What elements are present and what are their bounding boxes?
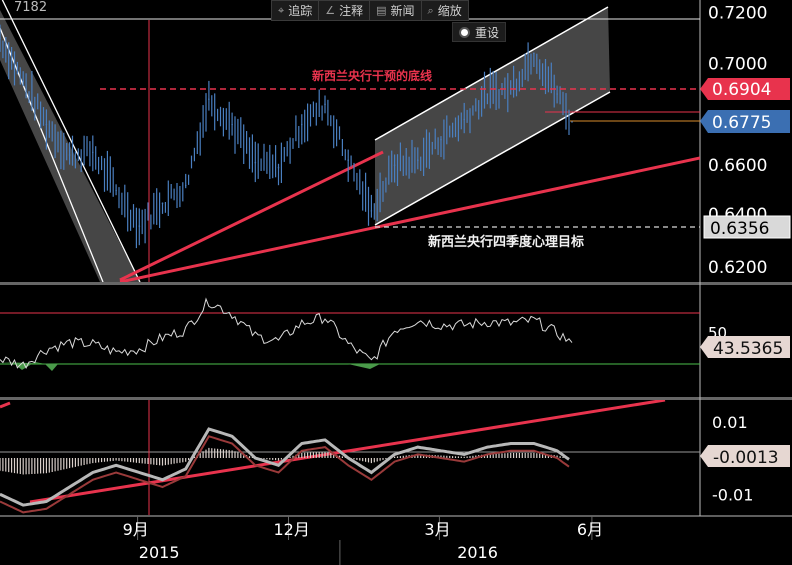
radio-dot-icon — [459, 26, 470, 38]
price-point — [370, 210, 373, 212]
x-tick-label: 3月 — [424, 520, 450, 539]
price-point — [277, 166, 280, 169]
current-price-label: 0.6775 — [712, 113, 771, 133]
y-tick-label: 0.7000 — [708, 55, 767, 75]
pencil-icon: ∠ — [325, 4, 336, 17]
oversold-fill — [0, 362, 58, 371]
macd-trendline — [29, 400, 666, 504]
price-point — [22, 80, 25, 83]
current-price-badge — [700, 110, 790, 133]
signal-line — [0, 435, 570, 514]
price-point — [45, 123, 48, 126]
intervention-badge-label: 0.6904 — [712, 80, 771, 100]
up-channel — [375, 7, 610, 225]
price-point — [254, 161, 257, 164]
price-point — [208, 98, 210, 100]
price-point — [184, 184, 187, 187]
price-point — [301, 123, 303, 126]
y-tick-label: 0.6600 — [708, 156, 767, 176]
x-tick-label: 12月 — [274, 520, 310, 539]
news-label: 新闻 — [390, 4, 415, 18]
separator-1 — [0, 282, 792, 285]
header-code: 7182 — [14, 0, 47, 15]
reset-button[interactable]: 重设 — [452, 22, 507, 42]
price-point — [138, 225, 141, 227]
y-tick-label: 0.6200 — [708, 258, 767, 278]
price-point — [324, 103, 326, 105]
target-badge-label: 0.6356 — [710, 219, 769, 239]
price-point — [68, 154, 71, 156]
price-point — [533, 52, 535, 55]
trendline-long — [119, 156, 700, 282]
price-point — [231, 123, 233, 126]
x-year-label: 2016 — [457, 543, 498, 562]
price-point — [440, 138, 442, 141]
oscillator-badge — [700, 336, 790, 358]
x-tick-label: 9月 — [123, 520, 149, 539]
price-point — [0, 37, 1, 39]
macd-value-label: -0.0013 — [713, 448, 779, 468]
track-label: 追踪 — [288, 4, 313, 18]
price-point — [556, 93, 558, 95]
y-tick-label: 0.01 — [712, 413, 748, 432]
price-point — [463, 118, 466, 121]
zoom-button[interactable]: ⌕ 缩放 — [422, 1, 468, 20]
price-point — [92, 151, 94, 154]
crosshair-icon: ⌖ — [278, 3, 285, 17]
price-point — [347, 159, 350, 161]
y-tick-label: -0.01 — [712, 485, 753, 504]
price-point — [417, 159, 419, 161]
x-tick-label: 6月 — [577, 520, 603, 539]
zoom-icon: ⌕ — [427, 3, 434, 17]
oscillator-line — [0, 297, 573, 370]
x-year-label: 2015 — [139, 543, 180, 562]
separator-2 — [0, 397, 792, 400]
price-point — [393, 164, 396, 166]
price-point — [486, 93, 489, 95]
track-button[interactable]: ⌖ 追踪 — [272, 1, 320, 20]
news-icon: ▤ — [376, 4, 387, 17]
target-badge — [703, 215, 791, 239]
annotate-button[interactable]: ∠ 注释 — [319, 1, 371, 20]
reset-label: 重设 — [475, 25, 500, 40]
y-tick-label: 0.7200 — [708, 4, 767, 24]
intervention-annotation: 新西兰央行干预的底线 — [312, 68, 432, 83]
news-button[interactable]: ▤ 新闻 — [370, 1, 422, 20]
oscillator-value-label: 43.5365 — [713, 339, 783, 359]
macd-badge — [700, 445, 790, 467]
annotate-label: 注释 — [339, 4, 364, 18]
target-annotation: 新西兰央行四季度心理目标 — [428, 234, 584, 250]
macd-line — [0, 427, 570, 507]
zoom-label: 缩放 — [437, 4, 462, 18]
price-point — [571, 121, 573, 123]
price-point — [115, 189, 117, 192]
trendline-short — [119, 150, 384, 282]
chart-toolbar: ⌖ 追踪 ∠ 注释 ▤ 新闻 ⌕ 缩放 — [271, 0, 469, 21]
price-point — [161, 202, 164, 204]
intervention-badge — [700, 78, 790, 100]
